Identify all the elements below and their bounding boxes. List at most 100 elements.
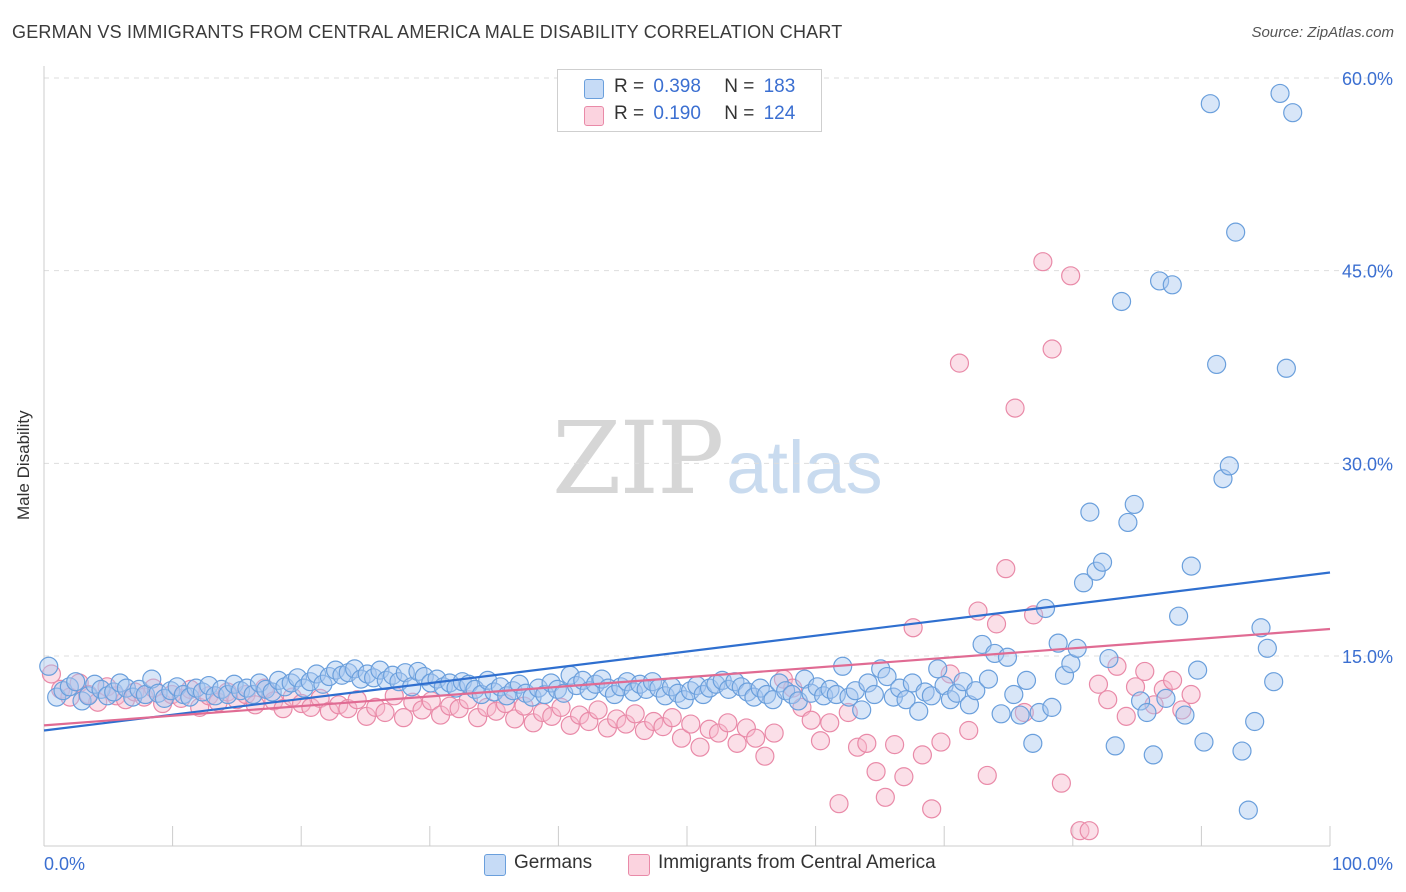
data-point — [820, 713, 840, 733]
data-point — [148, 683, 168, 703]
data-point — [110, 673, 130, 693]
data-point — [262, 682, 282, 702]
data-point — [535, 684, 555, 705]
legend-swatch-immigrants — [584, 106, 604, 126]
data-point — [1130, 691, 1151, 711]
data-point — [199, 675, 219, 696]
legend-swatch-germans — [484, 854, 506, 876]
legend-n-value: 183 — [763, 76, 796, 97]
data-point — [1257, 638, 1277, 658]
data-point — [909, 701, 929, 721]
x-tick-label: 0.0% — [44, 854, 85, 874]
data-point — [167, 677, 187, 697]
data-point — [847, 737, 868, 757]
data-point — [1270, 83, 1290, 104]
data-point — [1162, 670, 1183, 691]
y-tick-label: 30.0% — [1342, 454, 1393, 474]
axes — [43, 66, 1331, 847]
data-point — [281, 673, 301, 693]
data-point — [921, 686, 942, 706]
data-point — [746, 728, 766, 748]
data-point — [928, 659, 948, 679]
data-point — [1098, 690, 1118, 710]
data-point — [300, 672, 320, 692]
data-point — [922, 799, 942, 819]
data-point — [625, 704, 645, 724]
data-point — [1137, 702, 1157, 723]
chart-title: GERMAN VS IMMIGRANTS FROM CENTRAL AMERIC… — [12, 22, 843, 42]
data-point — [85, 674, 105, 694]
data-point — [1029, 702, 1049, 723]
data-point — [39, 656, 59, 676]
data-point — [325, 660, 346, 680]
data-point — [864, 684, 884, 705]
series-immigrants-points — [41, 252, 1201, 841]
data-point — [810, 731, 831, 751]
data-point — [319, 701, 339, 721]
data-point — [885, 735, 905, 755]
data-point — [1238, 800, 1258, 820]
data-point — [671, 728, 692, 748]
data-point — [966, 681, 986, 701]
data-point — [1149, 271, 1170, 291]
data-point — [1194, 732, 1214, 752]
data-point — [680, 681, 701, 701]
data-point — [727, 733, 747, 753]
data-point — [243, 684, 263, 705]
data-point — [569, 705, 590, 725]
x-tick-label: 100.0% — [1332, 854, 1393, 874]
data-point — [826, 684, 846, 705]
legend-r-value: 0.398 — [653, 76, 701, 97]
legend-r-label: R = — [614, 103, 645, 124]
data-point — [218, 684, 238, 705]
data-point — [66, 672, 86, 692]
data-point — [690, 737, 710, 757]
data-point — [1105, 736, 1125, 756]
y-axis-label: Male Disability — [14, 410, 33, 520]
y-tick-label: 45.0% — [1342, 262, 1393, 282]
data-point — [997, 647, 1018, 667]
correlation-legend: R = 0.398 N = 183 R = 0.190 N = 124 — [557, 69, 822, 132]
data-point — [820, 679, 840, 699]
data-point — [551, 697, 571, 717]
data-point — [1276, 358, 1296, 378]
data-point — [313, 674, 333, 694]
source-label: Source: ZipAtlas.com — [1251, 24, 1394, 41]
data-point — [1088, 674, 1109, 694]
legend-label-germans: Germans — [514, 852, 593, 873]
data-point — [718, 679, 739, 699]
y-tick-label: 15.0% — [1342, 647, 1393, 667]
data-point — [59, 677, 79, 697]
data-point — [731, 677, 751, 697]
data-point — [1042, 339, 1062, 359]
data-point — [1125, 677, 1146, 697]
data-point — [1264, 672, 1284, 692]
data-point — [1175, 705, 1195, 725]
legend-label-immigrants: Immigrants from Central America — [658, 852, 936, 873]
data-point — [871, 659, 891, 679]
data-point — [72, 691, 92, 711]
data-point — [347, 690, 367, 710]
data-point — [986, 614, 1007, 634]
data-point — [1048, 633, 1068, 653]
data-point — [408, 661, 428, 682]
series-germans-points — [39, 83, 1303, 820]
data-point — [1111, 291, 1132, 312]
data-point — [1073, 573, 1094, 593]
data-point — [471, 684, 491, 705]
data-point — [757, 684, 777, 705]
data-point — [949, 353, 970, 373]
data-point — [829, 794, 849, 814]
data-point — [1207, 354, 1227, 375]
data-point — [991, 704, 1011, 724]
data-point — [875, 787, 895, 807]
data-point — [375, 702, 395, 723]
data-point — [959, 695, 980, 715]
data-point — [1054, 665, 1075, 685]
legend-n-value: 124 — [763, 103, 796, 124]
data-point — [287, 668, 308, 688]
data-point — [1118, 512, 1138, 533]
data-point — [344, 659, 365, 679]
data-point — [211, 679, 232, 699]
data-point — [681, 714, 701, 734]
